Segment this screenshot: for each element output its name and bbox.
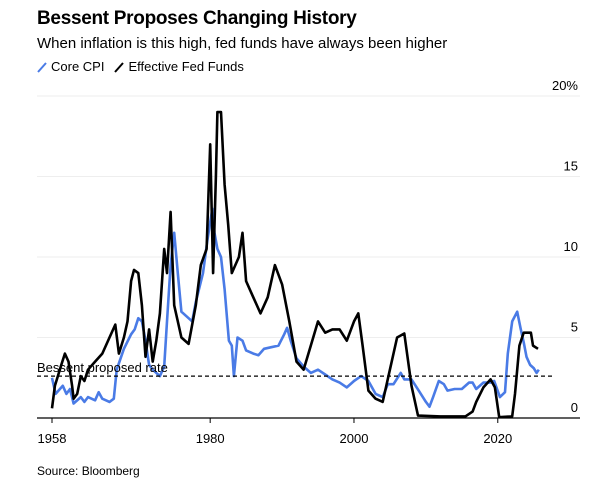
- x-tick-label: 2000: [340, 431, 369, 446]
- x-tick-label: 2020: [483, 431, 512, 446]
- bessent-rate-label: Bessent proposed rate: [37, 360, 168, 375]
- legend-label: Core CPI: [51, 59, 105, 74]
- y-tick-label: 0: [571, 400, 578, 415]
- series-line-core-cpi: [50, 207, 540, 408]
- series-line-fed-funds: [50, 110, 539, 419]
- y-tick-label: 20%: [552, 78, 578, 93]
- legend-line-core-cpi-icon: [37, 61, 47, 73]
- source-note: Source: Bloomberg: [37, 464, 140, 478]
- y-tick-label: 10: [564, 239, 578, 254]
- legend: Core CPI Effective Fed Funds: [37, 59, 244, 74]
- x-tick-label: 1958: [38, 431, 67, 446]
- x-tick-label: 1980: [196, 431, 225, 446]
- y-tick-label: 5: [571, 320, 578, 335]
- y-tick-label: 15: [564, 159, 578, 174]
- chart-subtitle: When inflation is this high, fed funds h…: [37, 35, 448, 52]
- chart-title: Bessent Proposes Changing History: [37, 8, 357, 29]
- legend-item-core-cpi: Core CPI: [37, 59, 104, 74]
- legend-label: Effective Fed Funds: [128, 59, 244, 74]
- legend-item-fed-funds: Effective Fed Funds: [114, 59, 244, 74]
- legend-line-fed-funds-icon: [114, 61, 125, 73]
